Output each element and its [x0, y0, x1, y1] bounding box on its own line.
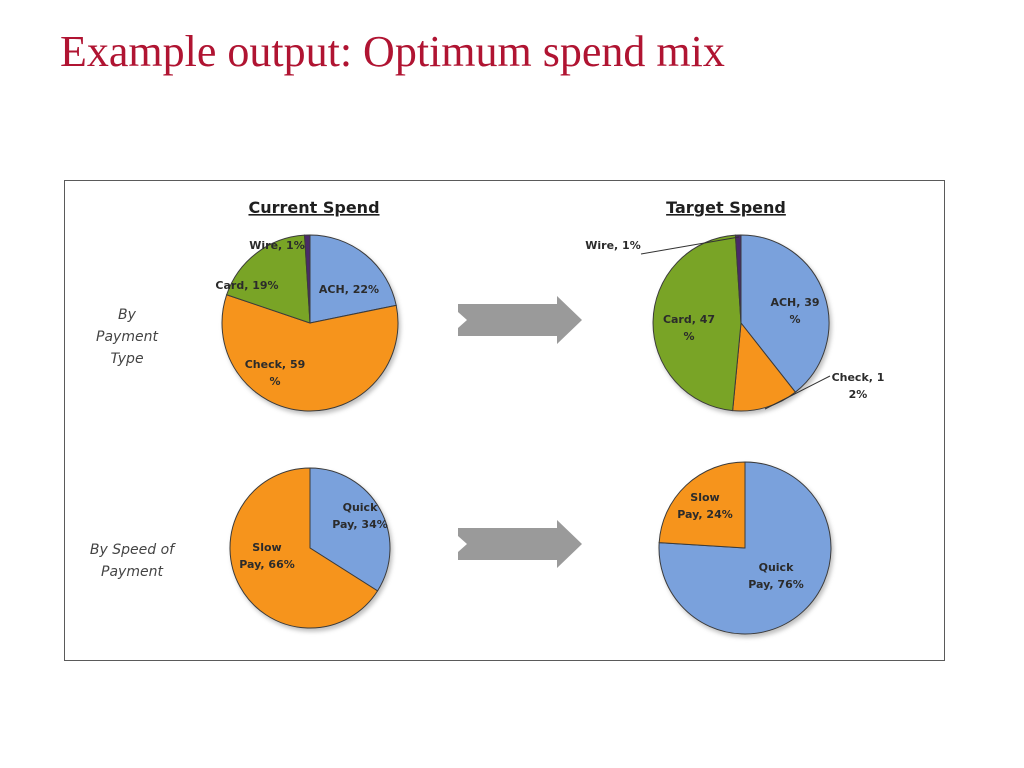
slice-label-line: Card, 19% [215, 279, 278, 292]
arrow-top [458, 296, 582, 344]
slice-label-line: Check, 59 [245, 358, 306, 371]
row-label-speed: By Speed of Payment [77, 539, 187, 583]
target-spend-title: Target Spend [666, 198, 786, 217]
slice-label-check: Check, 59% [245, 358, 306, 388]
slice-label-line: Pay, 76% [748, 578, 804, 591]
row-label-line: By [118, 307, 136, 323]
leader-line-wire [640, 236, 740, 255]
slice-label-line: Slow [690, 491, 719, 504]
slice-label-line: 2% [849, 388, 868, 401]
arrow-bottom [458, 520, 582, 568]
slice-label-line: % [683, 330, 694, 343]
slice-label-line: Wire, 1% [249, 239, 304, 252]
chart-frame: Current Spend Target Spend ACH, 22% Check… [64, 180, 945, 661]
slice-label-line: Slow [252, 541, 281, 554]
slice-label-quick-pay: Quick Pay, 76% [748, 561, 804, 591]
slice-label-wire: Wire, 1% [249, 239, 304, 252]
slice-label-line: Card, 47 [663, 313, 715, 326]
slice-card [226, 234, 311, 324]
row-label-line: By Speed of [89, 542, 175, 558]
slice-slow-pay [658, 461, 746, 549]
pie-chart-4 [658, 461, 832, 635]
slice-label-check: Check, 1 2% [832, 371, 885, 401]
pie-charts: Current Spend Target Spend ACH, 22% Check… [215, 198, 885, 635]
row-label-line: Payment [101, 564, 163, 580]
slice-label-line: Wire, 1% [585, 239, 640, 252]
slice-wire [303, 234, 311, 324]
slice-label-line: % [269, 375, 280, 388]
slice-label-line: % [789, 313, 800, 326]
leader-line-check [764, 375, 831, 410]
slice-label-line: Quick [759, 561, 794, 574]
slice-wire [734, 234, 742, 324]
slice-check [732, 321, 797, 412]
slice-check [221, 294, 399, 412]
pie-chart-2 [652, 234, 830, 412]
slice-label-wire: Wire, 1% [585, 239, 640, 252]
slice-label-line: ACH, 39 [770, 296, 819, 309]
slice-label-line: Pay, 24% [677, 508, 733, 521]
slice-label-card: Card, 47% [663, 313, 715, 343]
row-label-payment-type: By Payment Type [79, 304, 175, 370]
slice-label-quick-pay: Quick Pay, 34% [332, 501, 388, 531]
pie-chart-1 [221, 234, 399, 412]
row-label-line: Payment [96, 329, 158, 345]
slice-slow-pay [229, 467, 379, 629]
pie-chart-3 [229, 467, 391, 629]
slice-label-card: Card, 19% [215, 279, 278, 292]
slice-label-slow-pay: Slow Pay, 66% [239, 541, 295, 571]
slice-label-line: Pay, 66% [239, 558, 295, 571]
page-title: Example output: Optimum spend mix [60, 27, 725, 76]
slice-label-line: ACH, 22% [319, 283, 379, 296]
slice-ach [309, 234, 397, 324]
slice-label-line: Check, 1 [832, 371, 885, 384]
row-label-line: Type [110, 351, 144, 367]
slice-label-ach: ACH, 22% [319, 283, 379, 296]
slice-ach [740, 234, 830, 393]
current-spend-title: Current Spend [248, 198, 379, 217]
slice-label-line: Quick [343, 501, 378, 514]
slice-label-slow-pay: Slow Pay, 24% [677, 491, 733, 521]
slice-label-ach: ACH, 39% [770, 296, 819, 326]
slice-label-line: Pay, 34% [332, 518, 388, 531]
